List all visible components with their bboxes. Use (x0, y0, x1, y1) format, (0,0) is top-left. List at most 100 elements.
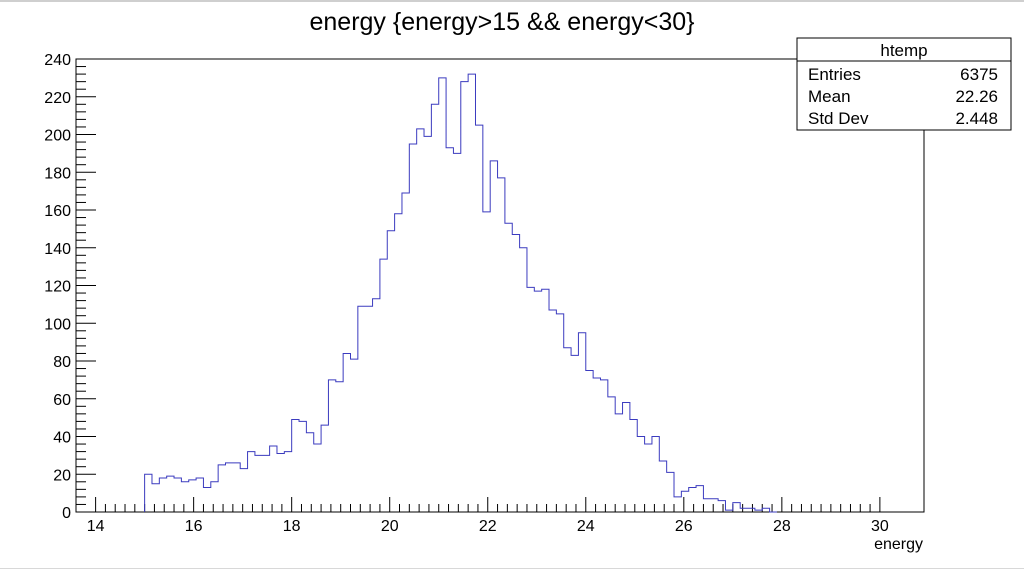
histogram-bin (321, 425, 328, 512)
histogram-bins (144, 73, 777, 513)
histogram-bin (520, 248, 527, 512)
y-tick-label: 100 (44, 316, 71, 333)
histogram-bin (365, 306, 372, 512)
histogram-bin (556, 314, 563, 512)
histogram-bin (387, 231, 394, 512)
histogram-bin (600, 380, 607, 512)
histogram-bin (645, 444, 652, 512)
histogram-bin (483, 212, 490, 512)
histogram-bin (703, 499, 710, 512)
histogram-bin (328, 380, 335, 512)
x-tick-label: 28 (773, 518, 791, 535)
histogram-bin (262, 455, 269, 512)
x-tick-label: 26 (675, 518, 693, 535)
stats-box: htemp Entries 6375 Mean 22.26 Std Dev 2.… (796, 37, 1012, 131)
y-tick-label: 180 (44, 165, 71, 182)
histogram-bin (395, 214, 402, 512)
histogram-bin (240, 469, 247, 512)
histogram-bin (424, 136, 431, 512)
x-tick-label: 24 (577, 518, 595, 535)
histogram-bin (439, 78, 446, 512)
histogram-bin (409, 144, 416, 512)
histogram-bin (733, 503, 740, 512)
x-tick-label: 18 (283, 518, 301, 535)
y-tick-label: 80 (53, 354, 71, 371)
histogram-bin (667, 472, 674, 512)
histogram-bin (534, 291, 541, 512)
y-tick-label: 40 (53, 430, 71, 447)
histogram-bin (549, 310, 556, 512)
histogram-bin (226, 463, 233, 512)
histogram-bin (615, 414, 622, 512)
histogram-bin (159, 478, 166, 512)
histogram-bin (608, 397, 615, 512)
histogram-bin (314, 444, 321, 512)
histogram-bin (578, 333, 585, 512)
histogram-bin (755, 510, 762, 512)
histogram-bin (527, 287, 534, 512)
histogram-bin (145, 474, 152, 512)
x-tick-label: 14 (87, 518, 105, 535)
histogram-bin (167, 476, 174, 512)
y-tick-label: 200 (44, 128, 71, 145)
histogram-bin (218, 465, 225, 512)
histogram-bin (711, 499, 718, 512)
histogram-bin (623, 403, 630, 512)
histogram-bin (512, 235, 519, 512)
histogram-outline (144, 73, 777, 513)
histogram-bin (181, 482, 188, 512)
x-axis: 14 16 18 20 22 24 26 28 30 (87, 497, 889, 535)
histogram-bin (718, 501, 725, 512)
histogram-bin (152, 484, 159, 512)
histogram-bin (277, 453, 284, 512)
stats-entries-label: Entries (808, 65, 861, 84)
histogram-bin (586, 370, 593, 512)
x-tick-label: 16 (185, 518, 203, 535)
x-tick-label: 30 (871, 518, 889, 535)
histogram-bin (343, 353, 350, 512)
stats-mean-value: 22.26 (955, 87, 998, 106)
histogram-bin (306, 433, 313, 512)
histogram-bin (189, 480, 196, 512)
x-axis-label: energy (874, 536, 923, 553)
histogram-bin (542, 289, 549, 512)
histogram-bin (174, 478, 181, 512)
y-tick-label: 0 (62, 505, 71, 522)
y-tick-label: 220 (44, 90, 71, 107)
histogram-bin (284, 452, 291, 512)
histogram-bin (292, 420, 299, 512)
stats-mean-label: Mean (808, 87, 851, 106)
histogram-bin (270, 446, 277, 512)
x-tick-label: 20 (381, 518, 399, 535)
y-tick-label: 20 (53, 467, 71, 484)
histogram-bin (762, 508, 769, 512)
histogram-bin (402, 193, 409, 512)
histogram-bin (571, 355, 578, 512)
stats-stddev-value: 2.448 (955, 109, 998, 128)
y-tick-label: 140 (44, 241, 71, 258)
stats-entries-value: 6375 (960, 65, 998, 84)
histogram-bin (299, 421, 306, 512)
stats-box-title: htemp (880, 41, 927, 60)
histogram-bin (350, 359, 357, 512)
histogram-bin (380, 259, 387, 512)
histogram-bin (211, 482, 218, 512)
histogram-bin (637, 437, 644, 513)
histogram-bin (233, 463, 240, 512)
histogram-bin (490, 161, 497, 512)
histogram-bin (453, 153, 460, 512)
histogram-bin (689, 487, 696, 512)
window-top-border (0, 0, 1024, 2)
histogram-bin (593, 378, 600, 512)
histogram-bin (373, 299, 380, 512)
histogram-bin (659, 461, 666, 512)
histogram-bin (696, 486, 703, 512)
histogram-bin (431, 104, 438, 512)
histogram-bin (336, 382, 343, 512)
histogram-bin (468, 74, 475, 512)
histogram-bin (505, 223, 512, 512)
histogram-bin (564, 348, 571, 512)
histogram-bin (652, 437, 659, 513)
y-tick-label: 120 (44, 279, 71, 296)
